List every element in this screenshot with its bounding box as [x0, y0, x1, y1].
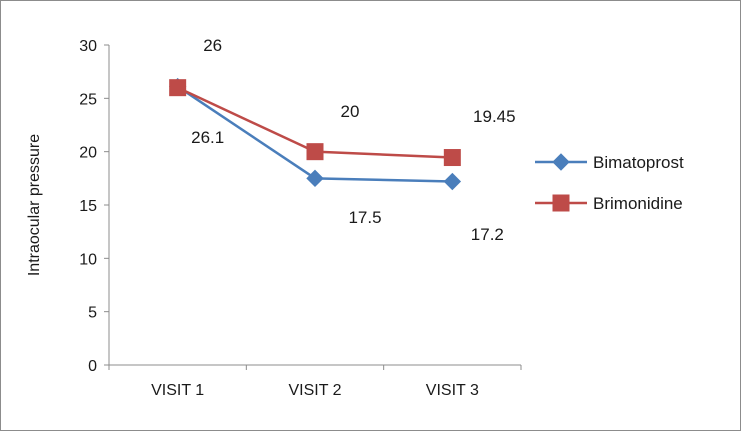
series-point-bimatoprost — [443, 172, 462, 191]
legend-label: Brimonidine — [593, 194, 683, 213]
series-point-brimonidine — [306, 143, 324, 161]
y-tick-label: 10 — [79, 251, 97, 268]
y-tick-label: 30 — [79, 38, 97, 55]
y-tick-label: 0 — [88, 358, 97, 375]
data-label: 17.2 — [471, 225, 504, 244]
x-tick-label: VISIT 2 — [288, 382, 341, 399]
data-label: 19.45 — [473, 107, 516, 126]
data-label: 26.1 — [191, 128, 224, 147]
series-point-brimonidine — [443, 149, 461, 167]
y-tick-label: 25 — [79, 91, 97, 108]
y-tick-label: 5 — [88, 305, 97, 322]
data-label: 26 — [203, 36, 222, 55]
legend: Bimatoprost Brimonidine — [535, 153, 684, 213]
y-tick-label: 20 — [79, 145, 97, 162]
legend-marker — [552, 194, 570, 212]
x-tick-label: VISIT 1 — [151, 382, 204, 399]
data-label: 17.5 — [348, 208, 381, 227]
y-axis-label: Intraocular pressure — [26, 134, 43, 276]
axes: 0 5 10 15 20 25 30 VISIT 1 VISIT 2 VISIT 3 — [79, 38, 522, 399]
legend-marker — [552, 153, 570, 171]
x-tick-label: VISIT 3 — [426, 382, 479, 399]
series-group — [168, 77, 462, 191]
series-point-bimatoprost — [306, 169, 324, 188]
series-point-brimonidine — [169, 79, 187, 97]
legend-label: Bimatoprost — [593, 153, 684, 172]
data-label: 20 — [341, 102, 360, 121]
y-tick-label: 15 — [79, 198, 97, 215]
data-labels: 26.1 17.5 17.2 26 20 19.45 — [191, 36, 515, 244]
